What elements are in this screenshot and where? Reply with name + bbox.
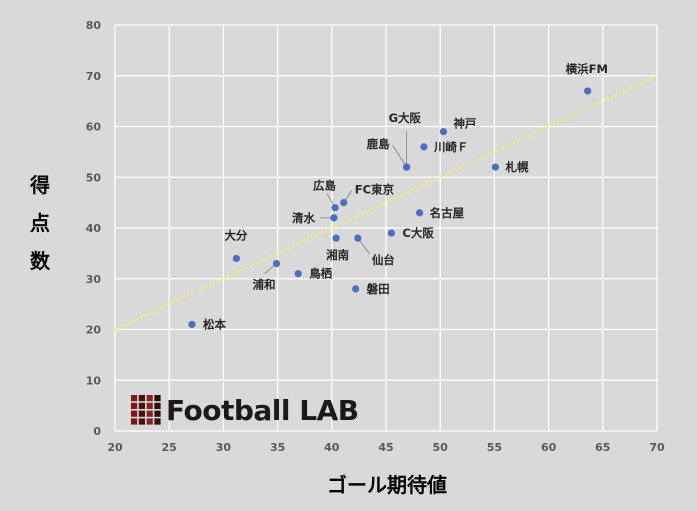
point-label: 湘南	[326, 248, 349, 262]
logo-cell	[146, 395, 153, 402]
y-tick-label: 40	[86, 222, 102, 235]
data-point	[188, 320, 196, 329]
data-point	[272, 259, 281, 268]
logo-text: Football LAB	[166, 394, 359, 427]
y-axis-title-char: 数	[30, 249, 51, 273]
y-tick-label: 80	[86, 19, 102, 32]
data-point	[331, 204, 339, 212]
y-tick-label: 70	[86, 70, 102, 83]
data-point	[491, 163, 500, 171]
point-label: 仙台	[372, 253, 395, 267]
point-label: 名古屋	[430, 206, 465, 220]
point-label: 横浜FM	[566, 62, 608, 76]
point-label: 松本	[203, 317, 226, 331]
data-point	[402, 163, 411, 171]
logo-cell	[131, 395, 138, 402]
point-label: 広島	[313, 179, 336, 193]
logo-cell	[138, 395, 145, 402]
data-point	[294, 270, 302, 278]
point-label: G大阪	[389, 111, 422, 125]
logo-cell	[146, 418, 153, 425]
x-tick-label: 40	[324, 441, 340, 454]
y-tick-label: 50	[86, 171, 102, 184]
logo-grid-icon	[131, 395, 161, 425]
y-axis-title-char: 得	[29, 173, 50, 197]
logo-cell	[131, 402, 138, 409]
logo-cell	[131, 410, 138, 417]
x-tick-label: 60	[541, 441, 557, 454]
x-tick-label: 25	[162, 441, 177, 454]
x-tick-label: 45	[378, 441, 393, 454]
logo-cell	[146, 402, 153, 409]
logo-cell	[154, 410, 161, 417]
data-point	[420, 143, 428, 151]
football-lab-logo: Football LAB	[131, 394, 359, 427]
tick-labels: 20 25 30 35 40 45 50 55 60 65 70 0 10 20 30 40 50 60 70 80	[86, 19, 665, 454]
data-point	[354, 234, 362, 242]
point-label: C大阪	[402, 226, 434, 240]
logo-cell	[154, 395, 161, 402]
x-tick-label: 50	[433, 441, 449, 454]
logo-cell	[154, 418, 161, 425]
data-point	[584, 87, 592, 95]
data-point	[352, 285, 360, 293]
x-axis-title: ゴール期待値	[327, 473, 447, 497]
x-tick-label: 30	[216, 441, 232, 454]
point-label: FC東京	[355, 183, 395, 197]
logo-cell	[138, 402, 145, 409]
y-tick-label: 30	[86, 273, 102, 286]
point-label: 神戸	[453, 117, 476, 131]
x-tick-label: 35	[270, 441, 285, 454]
y-axis-title: 得点数	[29, 173, 51, 273]
logo-cell	[154, 402, 161, 409]
y-tick-label: 60	[86, 121, 102, 134]
logo-cell	[131, 418, 138, 425]
x-tick-label: 20	[107, 441, 123, 454]
point-label: 札幌	[504, 160, 528, 174]
data-point	[332, 234, 340, 242]
point-label: 浦和	[253, 278, 276, 292]
data-point	[416, 209, 424, 217]
x-tick-label: 70	[649, 441, 665, 454]
point-label: 川崎Ｆ	[433, 140, 469, 154]
x-tick-label: 65	[595, 441, 610, 454]
y-tick-label: 20	[86, 324, 102, 337]
point-label: 鳥栖	[309, 267, 332, 281]
leader-line	[392, 144, 407, 168]
grid-lines	[114, 24, 658, 432]
point-label: 磐田	[366, 282, 390, 296]
y-axis-title-char: 点	[30, 211, 50, 235]
point-label: 清水	[292, 211, 315, 225]
point-label: 鹿島	[367, 137, 390, 151]
logo-cell	[146, 410, 153, 417]
point-label: 大分	[224, 228, 247, 242]
logo-cell	[138, 410, 145, 417]
data-point	[340, 199, 348, 207]
logo-cell	[138, 418, 145, 425]
data-point	[330, 214, 338, 222]
x-tick-label: 55	[487, 441, 502, 454]
y-tick-label: 0	[93, 425, 101, 438]
y-tick-label: 10	[86, 374, 102, 387]
data-point	[439, 127, 448, 136]
data-point	[232, 254, 241, 263]
data-point	[387, 229, 396, 237]
data-points	[188, 87, 592, 329]
